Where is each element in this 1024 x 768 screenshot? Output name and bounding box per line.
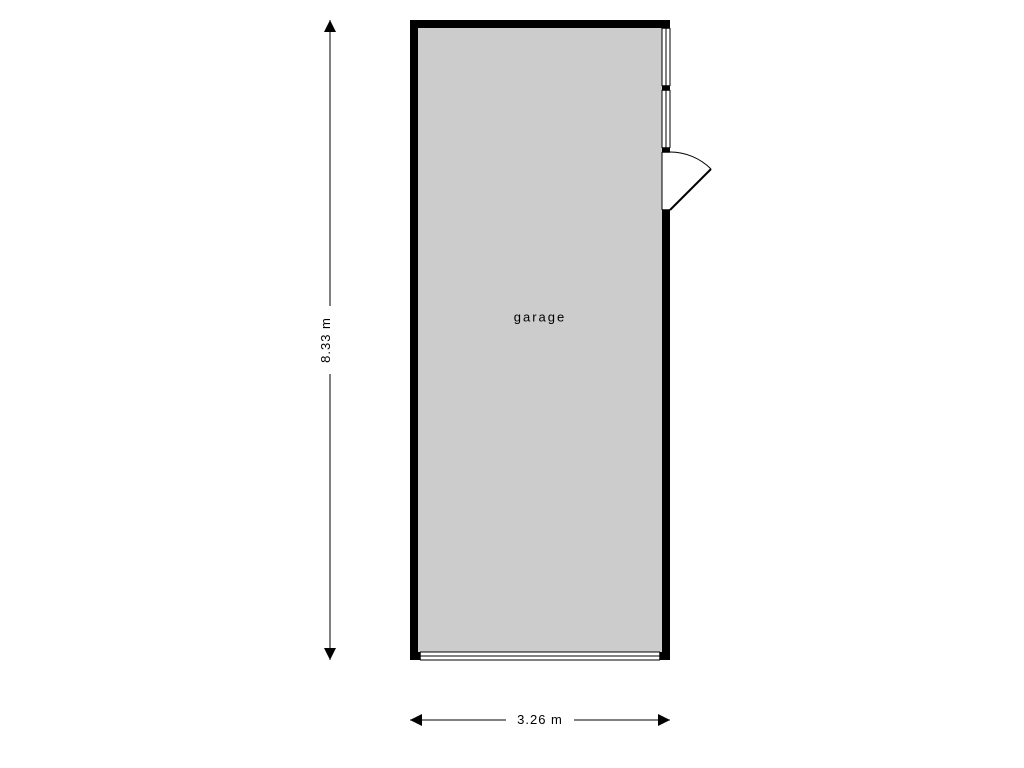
wall-right-segment — [662, 20, 670, 28]
wall-right-segment — [662, 210, 670, 660]
dim-label-vertical: 8.33 m — [318, 317, 333, 363]
door-opening — [662, 152, 670, 210]
room-label: garage — [514, 309, 566, 324]
door-swing-arc — [670, 152, 711, 169]
dim-arrow-down-icon — [324, 648, 336, 660]
dim-arrow-left-icon — [410, 714, 422, 726]
floorplan-canvas: garage 8.33 m 3.26 m — [0, 0, 1024, 768]
wall-bottom-right — [660, 652, 670, 660]
dim-arrow-right-icon — [658, 714, 670, 726]
wall-bottom-left — [410, 652, 420, 660]
dim-label-horizontal: 3.26 m — [517, 712, 563, 727]
room-floor — [418, 28, 662, 652]
wall-left — [410, 20, 418, 660]
dim-arrow-up-icon — [324, 20, 336, 32]
wall-top — [410, 20, 670, 28]
door-leaf — [670, 169, 711, 210]
